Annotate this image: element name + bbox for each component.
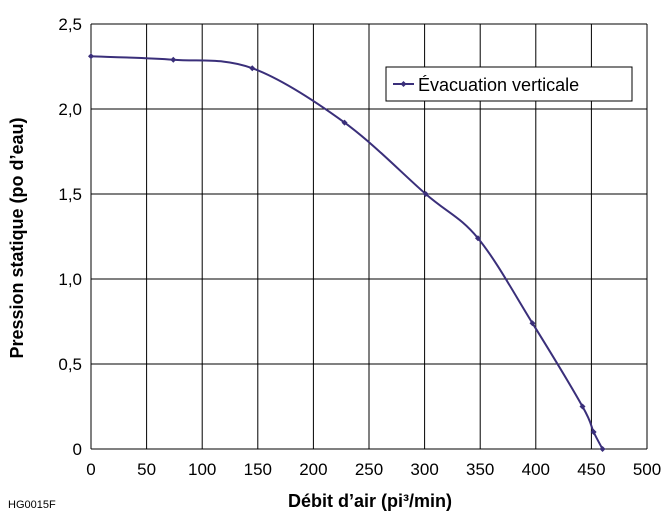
legend-box	[385, 66, 633, 102]
x-tick-label: 350	[466, 460, 494, 479]
y-axis-ticks: 0 0,5 1,0 1,5 2,0 2,5	[58, 15, 82, 459]
data-point	[590, 429, 597, 435]
legend: Évacuation verticale	[385, 66, 633, 102]
y-tick-label: 1,5	[58, 185, 82, 204]
x-tick-label: 200	[299, 460, 327, 479]
data-point	[599, 446, 606, 452]
x-tick-label: 0	[86, 460, 95, 479]
x-tick-label: 300	[410, 460, 438, 479]
data-point	[88, 53, 94, 60]
y-axis-title: Pression statique (po d’eau)	[7, 117, 27, 358]
figure-code: HG0015F	[8, 499, 56, 511]
series-layer	[88, 53, 606, 452]
x-tick-label: 150	[244, 460, 272, 479]
x-axis-title: Débit d’air (pi³/min)	[288, 491, 452, 511]
y-tick-label: 2,0	[58, 100, 82, 119]
y-tick-label: 0,5	[58, 355, 82, 374]
legend-label: Évacuation verticale	[418, 75, 579, 95]
data-point	[170, 56, 177, 63]
x-tick-label: 450	[577, 460, 605, 479]
x-tick-label: 50	[137, 460, 156, 479]
series-line	[90, 55, 604, 450]
legend-marker	[400, 81, 407, 87]
data-point	[249, 65, 256, 72]
y-tick-label: 2,5	[58, 15, 82, 34]
y-tick-label: 1,0	[58, 270, 82, 289]
y-tick-label: 0	[73, 440, 82, 459]
x-tick-label: 100	[188, 460, 216, 479]
x-tick-label: 250	[355, 460, 383, 479]
data-point	[529, 320, 536, 327]
x-axis-ticks: 0 50 100 150 200 250 300 350 400 450 500	[86, 460, 661, 479]
x-tick-label: 400	[522, 460, 550, 479]
data-point	[341, 119, 348, 126]
data-point	[579, 403, 586, 410]
data-point	[474, 235, 481, 242]
x-tick-label: 500	[633, 460, 661, 479]
data-point	[422, 191, 429, 197]
